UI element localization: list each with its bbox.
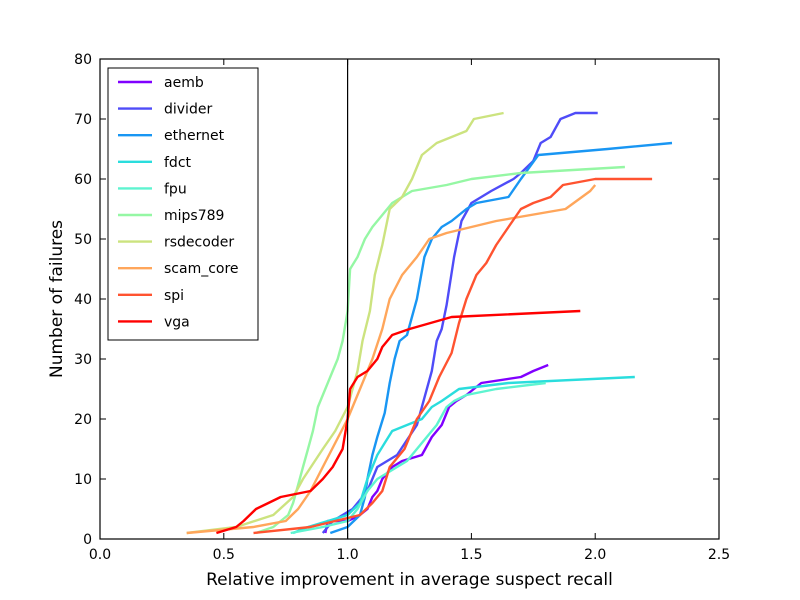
series-line-spi (253, 177, 653, 535)
legend-label-spi: spi (164, 288, 184, 304)
series-line-divider (321, 111, 598, 534)
y-tick-label: 50 (74, 232, 92, 248)
ticks-layer: 0.0 0.5 1.0 1.5 2.0 2.5 0 10 20 30 40 50 60 70 80 (74, 52, 730, 563)
legend-label-scam_core: scam_core (164, 261, 239, 277)
legend-label-mips789: mips789 (164, 208, 224, 224)
x-tick-label: 2.5 (708, 547, 730, 563)
x-tick-label: 2.0 (584, 547, 606, 563)
legend-label-vga: vga (164, 314, 190, 330)
y-axis-label: Number of failures (47, 220, 67, 378)
series-layer (186, 111, 673, 535)
x-tick-label: 0.0 (89, 547, 111, 563)
series-line-rsdecoder (186, 111, 504, 535)
y-tick-label: 30 (74, 352, 92, 368)
series-line-fpu (290, 381, 546, 535)
series-line-fdct (292, 375, 635, 535)
x-tick-label: 1.0 (336, 547, 358, 563)
x-tick-label: 1.5 (460, 547, 482, 563)
x-axis-label: Relative improvement in average suspect … (206, 570, 613, 590)
series-line-vga (216, 309, 581, 535)
y-tick-label: 60 (74, 172, 92, 188)
legend: aemb divider ethernet fdct fpu mips789 rsdecod… (107, 67, 259, 341)
y-tick-label: 0 (83, 532, 92, 548)
y-tick-label: 20 (74, 412, 92, 428)
series-line-scam_core (186, 184, 597, 535)
y-tick-label: 70 (74, 112, 92, 128)
legend-label-ethernet: ethernet (164, 128, 225, 144)
x-tick-label: 0.5 (213, 547, 235, 563)
legend-label-fpu: fpu (164, 181, 187, 197)
y-tick-label: 40 (74, 292, 92, 308)
legend-label-fdct: fdct (164, 155, 192, 171)
legend-label-divider: divider (164, 102, 212, 118)
y-tick-label: 10 (74, 472, 92, 488)
series-line-mips789 (255, 165, 625, 535)
legend-label-aemb: aemb (164, 75, 204, 91)
y-tick-label: 80 (74, 52, 92, 68)
legend-label-rsdecoder: rsdecoder (164, 235, 234, 251)
